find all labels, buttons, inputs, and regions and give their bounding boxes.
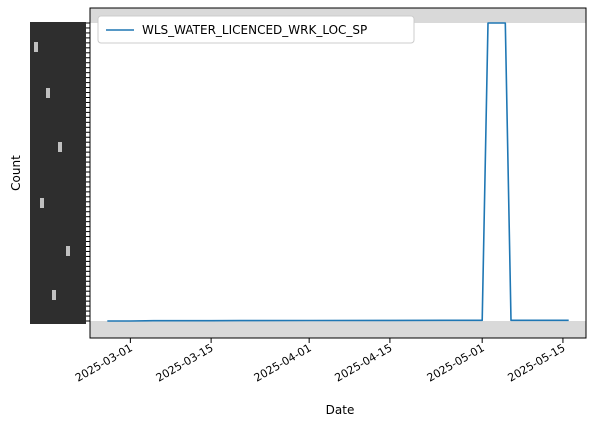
x-axis-label: Date: [326, 403, 355, 417]
x-tick-label: 2025-05-15: [506, 341, 568, 384]
series-line: [107, 22, 569, 322]
y-axis-ticks: [86, 22, 90, 322]
legend-entry: WLS_WATER_LICENCED_WRK_LOC_SP: [142, 23, 367, 37]
x-tick-label: 2025-04-01: [252, 341, 314, 384]
y-axis-label: Count: [9, 155, 23, 191]
lower-band: [90, 321, 586, 338]
axes-frame: [89, 7, 587, 339]
x-tick-label: 2025-05-01: [425, 341, 487, 384]
legend: WLS_WATER_LICENCED_WRK_LOC_SP: [97, 15, 415, 44]
legend-box: [97, 15, 415, 44]
plot-area: [90, 8, 586, 338]
x-tick-label: 2025-04-15: [333, 341, 395, 384]
x-tick-label: 2025-03-15: [154, 341, 216, 384]
x-axis-ticks: 2025-03-01 2025-03-15 2025-04-01 2025-04-15…: [73, 338, 567, 385]
y-tick-label-blob: [30, 22, 86, 324]
x-tick-label: 2025-03-01: [73, 341, 135, 384]
